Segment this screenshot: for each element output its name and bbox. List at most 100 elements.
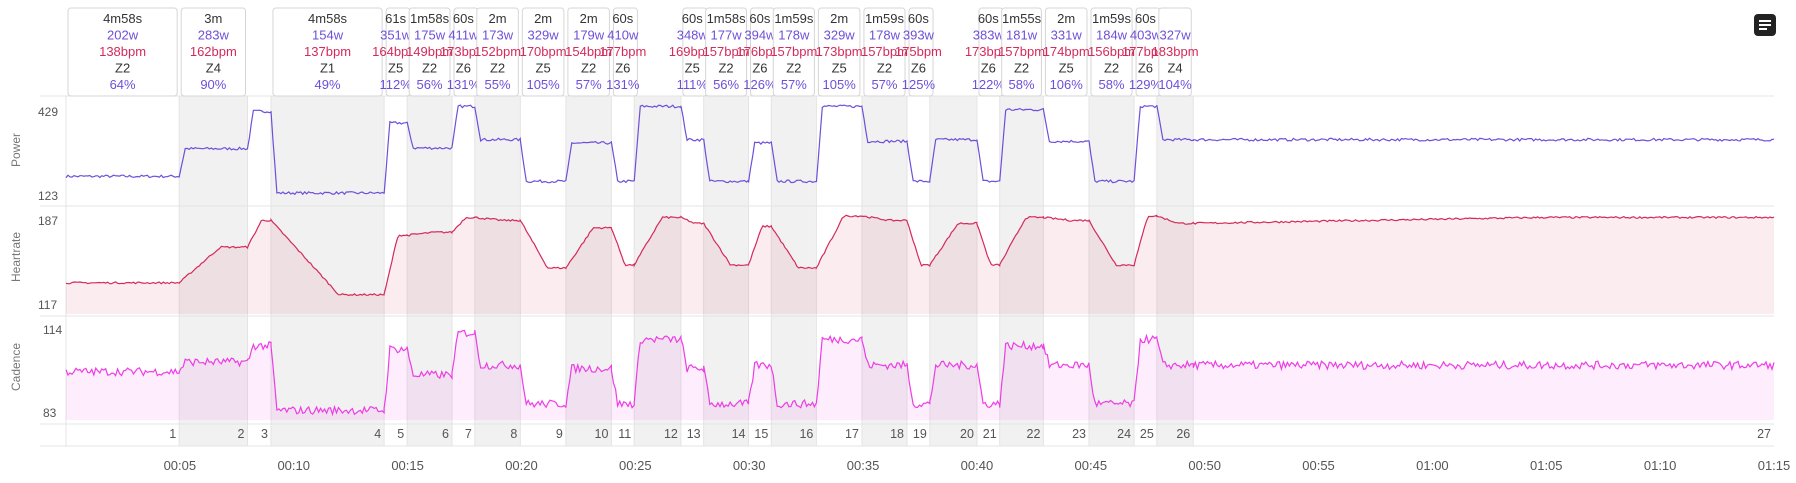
lap-power-label: 348w bbox=[677, 28, 709, 43]
lap-power-label: 403w bbox=[1130, 28, 1162, 43]
lap-power-label: 327w bbox=[1160, 28, 1192, 43]
lap-dur-label: 1m58s bbox=[707, 11, 747, 26]
lap-zone-label: Z2 bbox=[490, 61, 505, 76]
lap-summary-box bbox=[1090, 7, 1133, 97]
lap-hr-label: 149bpm bbox=[406, 44, 453, 59]
lap-zone-label: Z2 bbox=[718, 61, 733, 76]
time-tick-label: 00:55 bbox=[1302, 458, 1335, 473]
lap-dur-label: 1m59s bbox=[865, 11, 905, 26]
lap-dur-label: 60s bbox=[682, 11, 703, 26]
lap-number: 15 bbox=[754, 427, 768, 441]
lap-dur-label: 1m59s bbox=[774, 11, 814, 26]
lap-power-label: 177w bbox=[711, 28, 743, 43]
lap-pct-label: 58% bbox=[1099, 77, 1125, 92]
lap-pct-label: 49% bbox=[315, 77, 341, 92]
time-tick-label: 00:05 bbox=[164, 458, 197, 473]
lap-shade bbox=[929, 96, 977, 446]
lap-hr-label: 137bpm bbox=[304, 44, 351, 59]
lap-power-label: 179w bbox=[573, 28, 605, 43]
time-tick-label: 01:00 bbox=[1416, 458, 1449, 473]
lap-zone-label: Z6 bbox=[1138, 61, 1153, 76]
lap-hr-label: 152bpm bbox=[474, 44, 521, 59]
lap-summary-box bbox=[180, 7, 247, 97]
notes-icon-line bbox=[1759, 24, 1771, 26]
lap-hr-label: 156bpm bbox=[1088, 44, 1135, 59]
lap-zone-label: Z2 bbox=[877, 61, 892, 76]
lap-number: 8 bbox=[510, 427, 517, 441]
lap-shade bbox=[407, 96, 453, 446]
lap-zone-label: Z5 bbox=[685, 61, 700, 76]
lap-summary-box bbox=[521, 7, 565, 97]
lap-pct-label: 64% bbox=[110, 77, 136, 92]
lap-number: 10 bbox=[595, 427, 609, 441]
lap-number: 27 bbox=[1757, 427, 1771, 441]
lap-number: 21 bbox=[983, 427, 997, 441]
lap-dur-label: 4m58s bbox=[103, 11, 143, 26]
lap-pct-label: 56% bbox=[713, 77, 739, 92]
lap-summary-box bbox=[612, 7, 638, 97]
lap-number: 25 bbox=[1140, 427, 1154, 441]
lap-power-label: 383w bbox=[973, 28, 1005, 43]
lap-dur-label: 61s bbox=[385, 11, 406, 26]
lap-number: 7 bbox=[465, 427, 472, 441]
lap-number: 14 bbox=[732, 427, 746, 441]
lap-zone-label: Z1 bbox=[320, 61, 335, 76]
lap-pct-label: 131% bbox=[447, 77, 481, 92]
lap-dur-label: 1m59s bbox=[1092, 11, 1132, 26]
lap-number: 22 bbox=[1027, 427, 1041, 441]
lap-zone-label: Z5 bbox=[832, 61, 847, 76]
axes: Power Heartrate Cadence 429 123 187 117 … bbox=[9, 105, 62, 420]
lap-power-label: 181w bbox=[1006, 28, 1038, 43]
lap-shade bbox=[270, 96, 385, 446]
lap-power-label: 329w bbox=[824, 28, 856, 43]
lap-number: 4 bbox=[374, 427, 381, 441]
lap-pct-label: 111% bbox=[677, 77, 709, 92]
lap-zone-label: Z6 bbox=[752, 61, 767, 76]
lap-hr-label: 175bpm bbox=[895, 44, 942, 59]
lap-pct-label: 112% bbox=[379, 77, 412, 92]
lap-shade bbox=[565, 96, 612, 446]
lap-number: 16 bbox=[799, 427, 813, 441]
lap-zone-label: Z4 bbox=[206, 61, 221, 76]
lap-number: 9 bbox=[556, 427, 563, 441]
lap-shade bbox=[1088, 96, 1135, 446]
lap-power-label: 283w bbox=[198, 28, 230, 43]
lap-power-label: 393w bbox=[903, 28, 935, 43]
lap-dur-label: 3m bbox=[204, 11, 222, 26]
lap-power-label: 175w bbox=[414, 28, 446, 43]
lap-hr-label: 169bpm bbox=[669, 44, 716, 59]
lap-dur-label: 60s bbox=[612, 11, 633, 26]
lap-shade bbox=[999, 96, 1044, 446]
lap-dur-label: 60s bbox=[908, 11, 929, 26]
lap-dur-label: 60s bbox=[749, 11, 770, 26]
lap-hr-label: 157bpm bbox=[998, 44, 1045, 59]
time-tick-label: 00:50 bbox=[1188, 458, 1221, 473]
lap-number: 6 bbox=[442, 427, 449, 441]
lap-shade bbox=[861, 96, 908, 446]
time-axis: 00:05 00:10 00:15 00:20 00:25 00:30 00:35 00:40… bbox=[164, 458, 1791, 473]
lap-shade bbox=[703, 96, 749, 446]
notes-icon[interactable] bbox=[1754, 14, 1776, 36]
heartrate-max-tick: 187 bbox=[38, 214, 58, 228]
lap-pct-label: 57% bbox=[781, 77, 807, 92]
lap-shade bbox=[474, 96, 521, 446]
lap-hr-label: 174bpm bbox=[1043, 44, 1090, 59]
time-tick-label: 01:15 bbox=[1758, 458, 1791, 473]
lap-dur-label: 2m bbox=[1057, 11, 1075, 26]
lap-power-label: 351w bbox=[380, 28, 412, 43]
lap-zone-label: Z5 bbox=[388, 61, 403, 76]
lap-summary-box bbox=[567, 7, 610, 97]
lap-summary-box bbox=[908, 7, 934, 97]
lap-dur-label: 2m bbox=[489, 11, 507, 26]
lap-pct-label: 57% bbox=[576, 77, 602, 92]
lap-hr-label: 177bpm bbox=[1122, 44, 1169, 59]
lap-hr-label: 177bpm bbox=[599, 44, 646, 59]
lap-dur-label: 1m55s bbox=[1002, 11, 1042, 26]
lap-dur-label: 2m bbox=[830, 11, 848, 26]
lap-number: 23 bbox=[1072, 427, 1086, 441]
lap-zone-label: Z6 bbox=[456, 61, 471, 76]
lap-shade bbox=[634, 96, 681, 446]
time-tick-label: 00:45 bbox=[1075, 458, 1108, 473]
lap-pct-label: 122% bbox=[972, 77, 1006, 92]
lap-summary-box bbox=[476, 7, 519, 97]
